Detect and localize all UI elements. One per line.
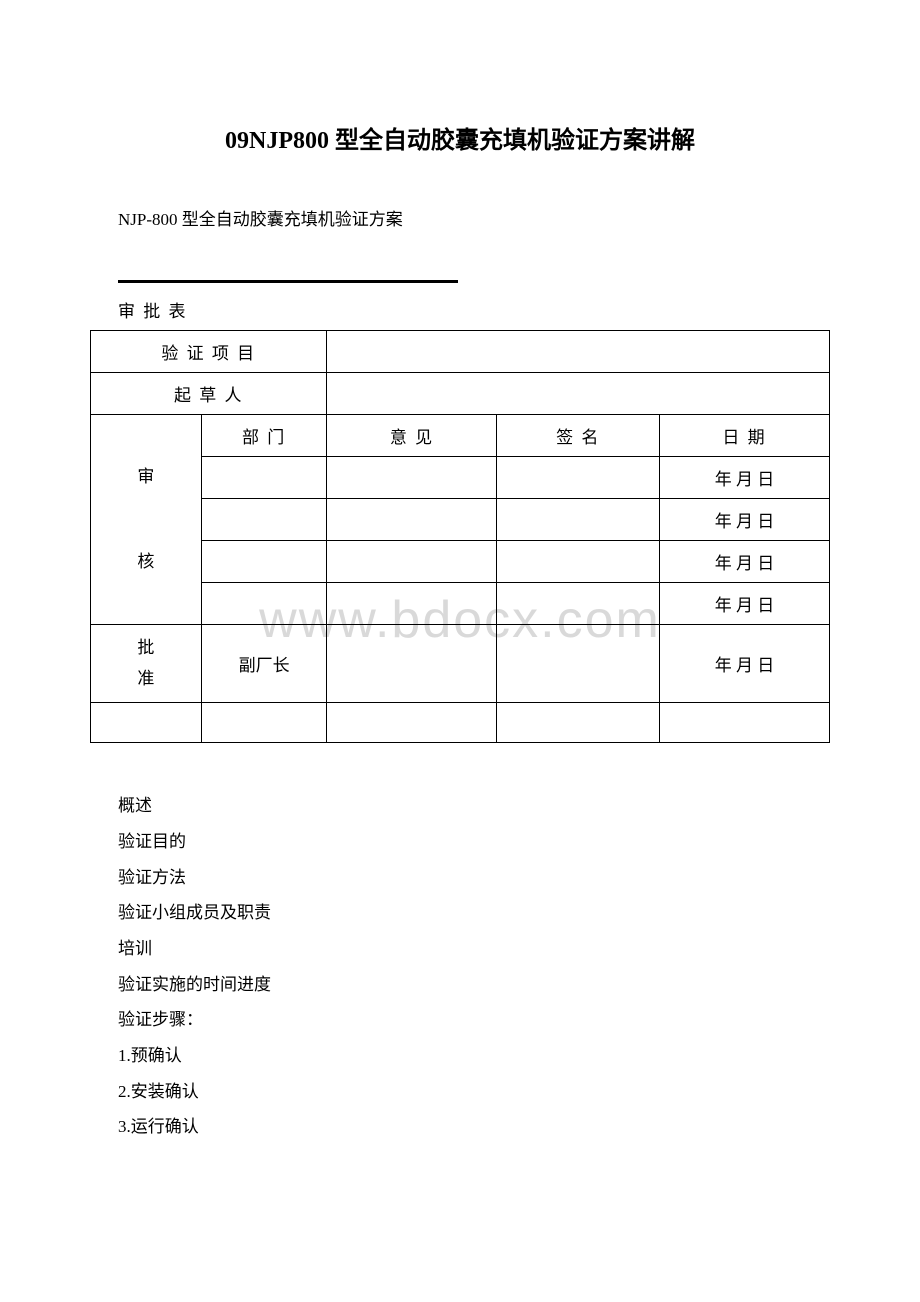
dept-header: 部 门 [201, 415, 327, 457]
date-header: 日 期 [660, 415, 830, 457]
date-cell: 年 月 日 [660, 499, 830, 541]
dept-cell [201, 583, 327, 625]
table-row: 审 核 部 门 意 见 签 名 日 期 [91, 415, 830, 457]
approval-section-label: 审 批 表 [90, 297, 830, 322]
toc-item: 验证实施的时间进度 [90, 967, 830, 1003]
approval-table: 验 证 项 目 起 草 人 审 核 部 门 意 见 签 名 日 期 年 月 日 … [90, 330, 830, 743]
review-label: 审 核 [91, 415, 202, 625]
toc-item: 3.运行确认 [90, 1109, 830, 1145]
date-cell: 年 月 日 [660, 541, 830, 583]
drafter-label: 起 草 人 [91, 373, 327, 415]
empty-cell [91, 703, 202, 743]
sign-header: 签 名 [497, 415, 660, 457]
verification-item-value [327, 331, 830, 373]
sign-cell [497, 625, 660, 703]
table-row: 批准 副厂长 年 月 日 [91, 625, 830, 703]
toc-item: 验证步骤： [90, 1002, 830, 1038]
table-row: 年 月 日 [91, 499, 830, 541]
sign-cell [497, 541, 660, 583]
opinion-cell [327, 583, 497, 625]
verification-item-label: 验 证 项 目 [91, 331, 327, 373]
opinion-cell [327, 541, 497, 583]
sign-cell [497, 583, 660, 625]
toc-item: 培训 [90, 931, 830, 967]
date-cell: 年 月 日 [660, 457, 830, 499]
table-row [91, 703, 830, 743]
opinion-cell [327, 457, 497, 499]
approve-dept: 副厂长 [201, 625, 327, 703]
approve-label: 批准 [91, 625, 202, 703]
dept-cell [201, 457, 327, 499]
dept-cell [201, 541, 327, 583]
toc-item: 2.安装确认 [90, 1074, 830, 1110]
divider-line [118, 280, 458, 283]
table-row: 年 月 日 [91, 457, 830, 499]
toc-item: 验证小组成员及职责 [90, 895, 830, 931]
empty-cell [201, 703, 327, 743]
drafter-value [327, 373, 830, 415]
opinion-cell [327, 499, 497, 541]
table-row: 起 草 人 [91, 373, 830, 415]
empty-cell [327, 703, 497, 743]
opinion-header: 意 见 [327, 415, 497, 457]
table-row: 年 月 日 [91, 583, 830, 625]
toc-item: 验证目的 [90, 824, 830, 860]
date-cell: 年 月 日 [660, 583, 830, 625]
document-title: 09NJP800 型全自动胶囊充填机验证方案讲解 [90, 120, 830, 155]
toc-item: 1.预确认 [90, 1038, 830, 1074]
sign-cell [497, 499, 660, 541]
toc-item: 概述 [90, 788, 830, 824]
table-row: 验 证 项 目 [91, 331, 830, 373]
toc-list: 概述 验证目的 验证方法 验证小组成员及职责 培训 验证实施的时间进度 验证步骤… [90, 788, 830, 1145]
opinion-cell [327, 625, 497, 703]
empty-cell [660, 703, 830, 743]
document-subtitle: NJP-800 型全自动胶囊充填机验证方案 [90, 205, 830, 230]
date-cell: 年 月 日 [660, 625, 830, 703]
toc-item: 验证方法 [90, 860, 830, 896]
empty-cell [497, 703, 660, 743]
dept-cell [201, 499, 327, 541]
sign-cell [497, 457, 660, 499]
table-row: 年 月 日 [91, 541, 830, 583]
